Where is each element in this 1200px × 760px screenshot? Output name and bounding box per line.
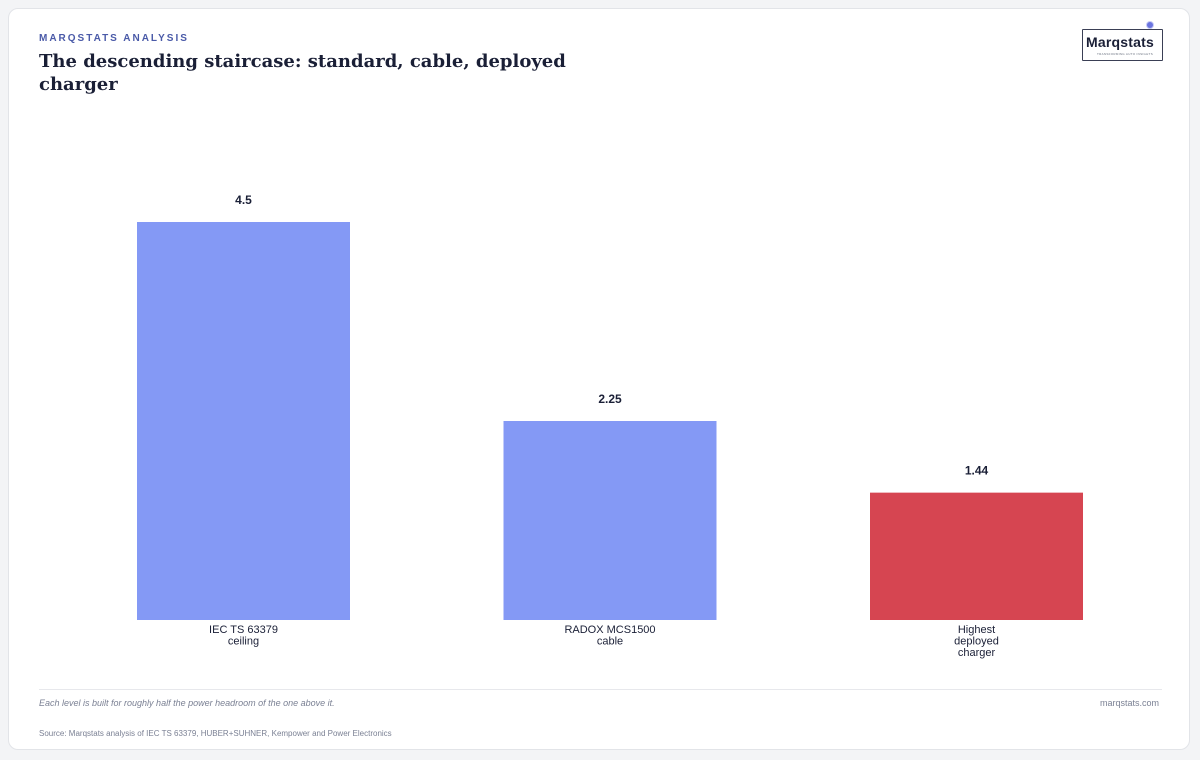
- site-link[interactable]: marqstats.com: [1099, 698, 1159, 708]
- kicker: MARQSTATS ANALYSIS: [39, 33, 189, 44]
- logo-dot-icon: [1147, 22, 1153, 28]
- category-label-1: IEC TS 63379 ceiling: [209, 624, 278, 648]
- bar-3: [870, 492, 1083, 620]
- value-label-3: 1.44: [965, 464, 989, 478]
- logo-wordmark: Marqstats: [1086, 34, 1154, 50]
- footer-divider: [39, 689, 1162, 690]
- footer-note: Each level is built for roughly half the…: [39, 698, 335, 708]
- category-label-2: RADOX MCS1500 cable: [564, 624, 655, 648]
- marqstats-logo: Marqstats TRANSFORMING AUTO INSIGHTS: [1082, 29, 1163, 61]
- source-note: Source: Marqstats analysis of IEC TS 633…: [39, 729, 392, 738]
- bar-2: [503, 421, 717, 620]
- chart-title: The descending staircase: standard, cabl…: [39, 51, 566, 95]
- value-label-1: 4.5: [235, 193, 252, 207]
- logo-tagline: TRANSFORMING AUTO INSIGHTS: [1097, 52, 1154, 56]
- value-label-2: 2.25: [598, 392, 622, 406]
- category-label-3: Highest deployed charger: [954, 624, 999, 659]
- bar-1: [137, 222, 350, 620]
